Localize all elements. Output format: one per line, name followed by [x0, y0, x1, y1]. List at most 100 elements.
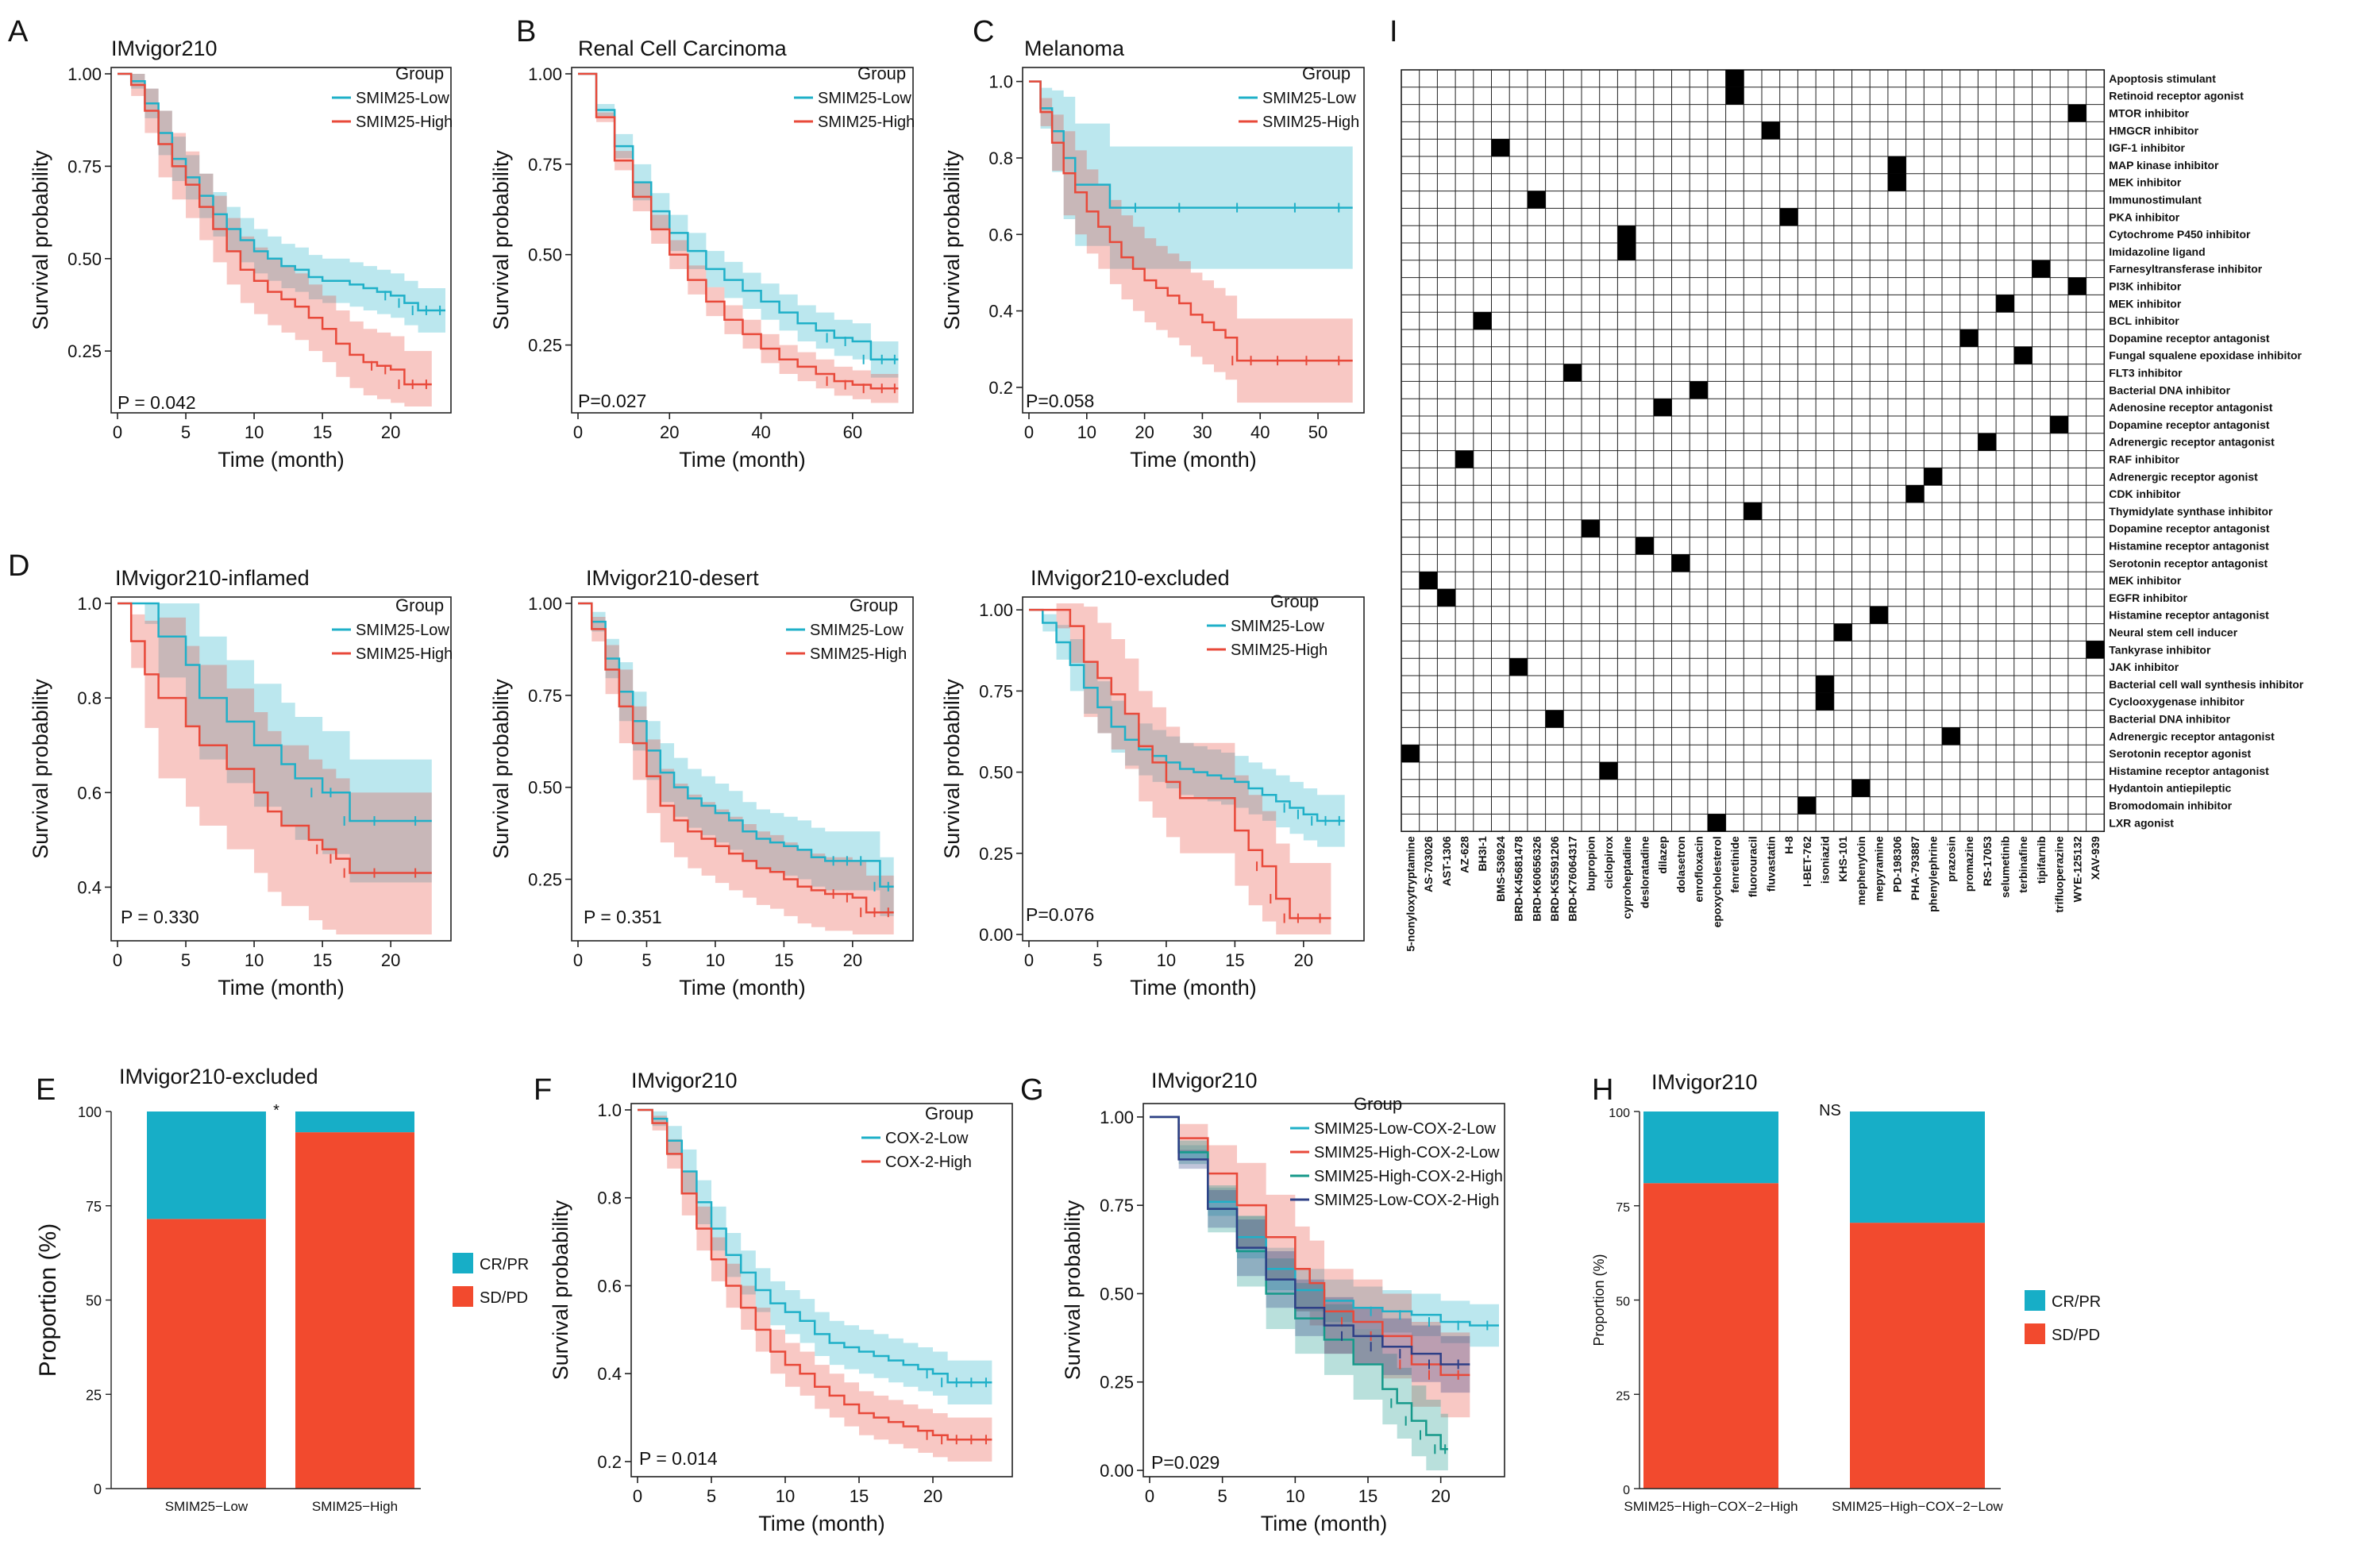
x-axis-label: Time (month): [679, 976, 806, 1000]
x-tick-label: 15: [850, 1486, 869, 1506]
heatmap-cell-filled: [1870, 606, 1888, 624]
row-label: Imidazoline ligand: [2109, 245, 2205, 258]
bar-segment-cr-pr: [295, 1111, 414, 1133]
row-label: Histamine receptor antagonist: [2109, 540, 2269, 553]
heatmap-cell-filled: [1887, 156, 1906, 174]
col-label: selumetinib: [1998, 836, 2011, 898]
legend-label: SD/PD: [2052, 1327, 2100, 1344]
heatmap-cell-filled: [1491, 139, 1510, 156]
legend-title: Group: [1302, 64, 1351, 83]
y-tick-label: 25: [86, 1387, 102, 1403]
plot-frame: [571, 67, 914, 414]
col-label: XAV-939: [2089, 836, 2102, 880]
y-tick-label: 0.75: [1100, 1196, 1134, 1215]
col-label: WYE-125132: [2071, 836, 2083, 902]
row-label: FLT3 inhibitor: [2109, 367, 2183, 379]
heatmap-cell-filled: [1887, 173, 1906, 191]
col-label: ciclopirox: [1602, 836, 1615, 888]
col-label: AST-1306: [1440, 836, 1453, 886]
x-tick-label: 10: [706, 950, 725, 970]
y-tick-label: 50: [86, 1293, 102, 1309]
heatmap-cell-filled: [1833, 623, 1852, 641]
col-label: isoniazid: [1818, 836, 1831, 884]
heatmap-cell-filled: [1762, 121, 1780, 140]
ci-band-0: [578, 603, 894, 916]
p-value: P = 0.351: [584, 907, 662, 927]
y-tick-label: 0.25: [1100, 1373, 1134, 1393]
heatmap-cell-filled: [1779, 208, 1798, 226]
col-label: H-8: [1782, 836, 1795, 854]
heatmap-cell-filled: [1851, 779, 1871, 797]
legend-label: CR/PR: [2052, 1293, 2101, 1311]
x-axis-label: Time (month): [758, 1512, 885, 1535]
col-label: bupropion: [1584, 836, 1597, 891]
x-tick-label: 10: [1077, 422, 1096, 442]
row-label: MEK inhibitor: [2109, 574, 2182, 587]
legend-title: Group: [850, 595, 898, 615]
km-plot-g: 0.00 0.25 0.50 0.75 1.00 0 5 10 15 20 Time (month)…: [1061, 1069, 1505, 1535]
col-label: tipifarnib: [2035, 836, 2048, 884]
y-tick-label: 75: [1616, 1201, 1630, 1215]
row-label: Retinoid receptor agonist: [2109, 90, 2244, 102]
km-plot-b: 0.25 0.50 0.75 1.00 0 20 40 60 Time (month) Survi…: [489, 37, 915, 472]
significance-label: *: [273, 1102, 279, 1119]
chart-title: IMvigor210-inflamed: [115, 566, 310, 590]
y-tick-label: 0.8: [988, 148, 1013, 168]
col-label: AZ-628: [1458, 836, 1470, 873]
col-label: dolasetron: [1674, 836, 1687, 893]
heatmap-cell-filled: [1690, 381, 1708, 399]
x-tick-label: 15: [313, 950, 332, 970]
row-label: Adrenergic receptor agonist: [2109, 470, 2258, 483]
y-tick-label: 0.00: [979, 925, 1013, 945]
row-label: LXR agonist: [2109, 816, 2174, 829]
survival-curve-0: [638, 1108, 992, 1384]
heatmap-cell-filled: [1996, 295, 2014, 313]
x-tick-label: 20: [381, 422, 400, 442]
heatmap-cell-filled: [1671, 554, 1690, 572]
x-axis-label: Time (month): [218, 448, 345, 472]
y-tick-label: 0.4: [988, 302, 1013, 322]
x-tick-label: 40: [751, 422, 770, 442]
x-tick-label: 20: [843, 950, 862, 970]
x-axis-label: Time (month): [679, 448, 806, 472]
x-tick-label: 0: [113, 422, 122, 442]
row-label: Cytochrome P450 inhibitor: [2109, 228, 2251, 241]
plot-frame: [1022, 596, 1365, 942]
km-plot-d2: 0.25 0.50 0.75 1.00 0 5 10 15 20 Time (month) Surv…: [489, 566, 914, 1000]
y-tick-label: 1.00: [528, 64, 562, 84]
row-label: Histamine receptor antagonist: [2109, 609, 2269, 622]
y-axis-label: Survival probability: [29, 679, 52, 859]
survival-curve-0: [1029, 80, 1353, 209]
row-label: Adrenergic receptor antagonist: [2109, 730, 2275, 742]
legend-swatch: [2025, 1323, 2045, 1344]
plot-frame: [1142, 1103, 1505, 1477]
survival-curve-1: [1029, 80, 1353, 362]
survival-curve-1: [578, 72, 899, 390]
row-label: Tankyrase inhibitor: [2109, 643, 2211, 656]
y-tick-label: 100: [78, 1104, 102, 1120]
row-label: Hydantoin antiepileptic: [2109, 782, 2231, 795]
row-label: EGFR inhibitor: [2109, 591, 2187, 604]
x-tick-label: 60: [843, 422, 862, 442]
col-label: 5-nonyloxytryptamine: [1404, 836, 1416, 952]
heatmap-cell-filled: [1816, 676, 1834, 693]
bar-segment-sd-pd: [1850, 1223, 1985, 1489]
row-label: Immunostimulant: [2109, 194, 2202, 206]
heatmap-cell-filled: [2050, 416, 2068, 433]
legend-label: CR/PR: [480, 1256, 529, 1273]
y-tick-label: 0.2: [597, 1452, 622, 1472]
significance-label: NS: [1819, 1102, 1841, 1119]
heatmap-cell-filled: [1617, 243, 1636, 260]
km-plot-f: 0.2 0.4 0.6 0.8 1.0 0 5 10 15 20 Time (month) Survi…: [549, 1069, 1013, 1535]
col-label: cyproheptadine: [1620, 836, 1633, 919]
legend-label: SMIM25-High-COX-2-High: [1314, 1168, 1503, 1185]
heatmap-cell-filled: [1527, 191, 1546, 209]
x-tick-label: 0: [1145, 1486, 1154, 1506]
bar-plot-e: SMIM25−Low SMIM25−High 0 25 50 75 100 Proportio…: [35, 1065, 529, 1514]
y-axis-label: Survival probability: [940, 150, 964, 330]
ci-band-2: [1150, 1116, 1448, 1470]
chart-title: IMvigor210-excluded: [119, 1065, 318, 1088]
heatmap-cell-filled: [1563, 364, 1582, 382]
col-label: mephenytoin: [1855, 836, 1867, 905]
col-label: dilazep: [1656, 836, 1669, 873]
